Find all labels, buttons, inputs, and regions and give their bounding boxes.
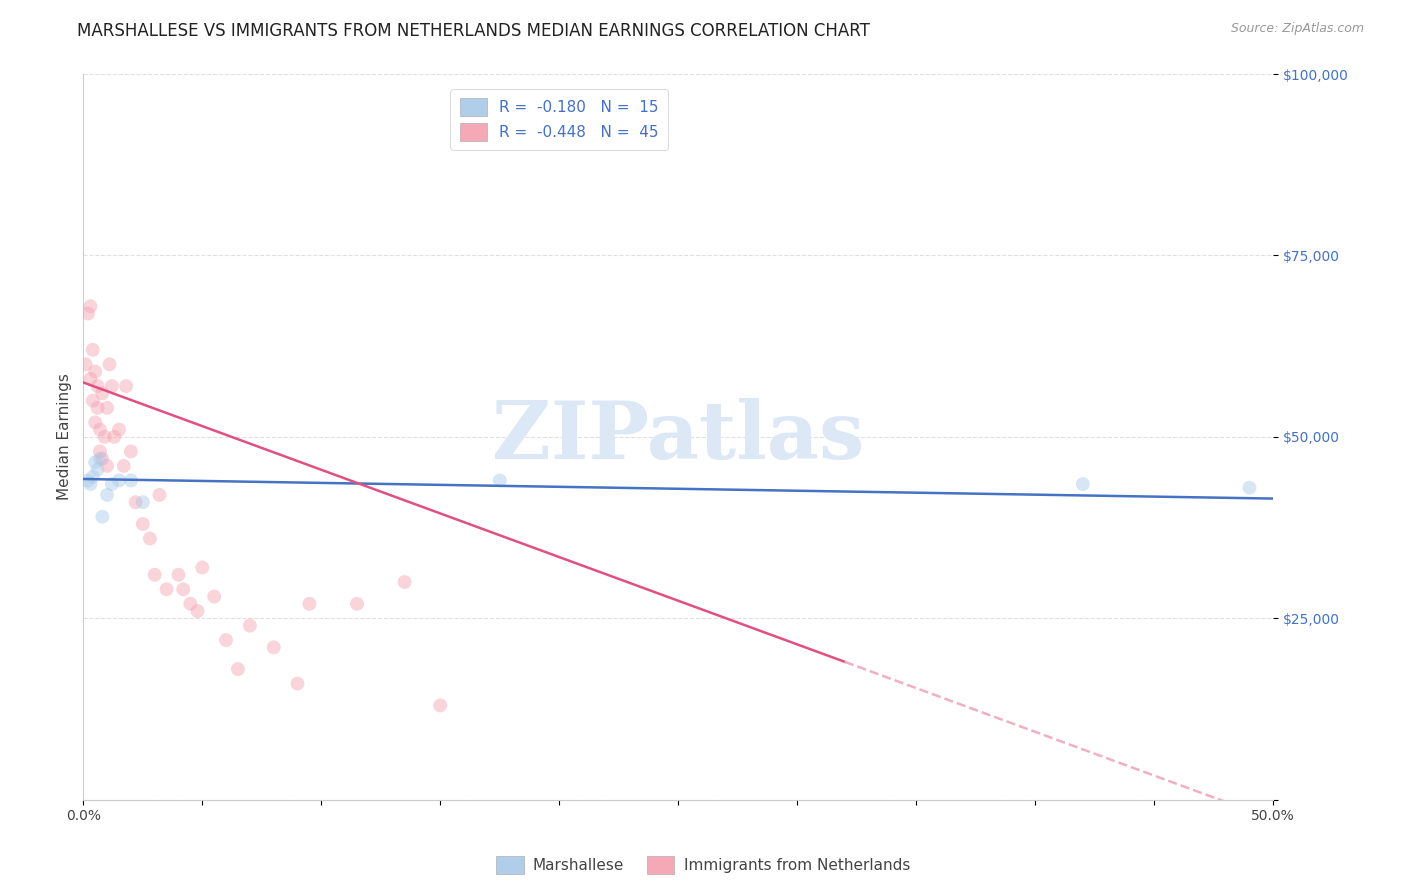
Point [79, 477, 101, 491]
Point [77, 306, 100, 320]
Point [172, 582, 194, 597]
Text: ZIPatlas: ZIPatlas [492, 398, 865, 476]
Point [108, 423, 131, 437]
Point [120, 444, 142, 458]
Point [263, 640, 285, 655]
Point [112, 458, 135, 473]
Point [84, 365, 107, 379]
Point [82, 343, 104, 357]
Point [79, 372, 101, 386]
Point [82, 470, 104, 484]
Point [167, 567, 190, 582]
Point [429, 698, 451, 713]
Point [120, 474, 142, 488]
Text: Source: ZipAtlas.com: Source: ZipAtlas.com [1230, 22, 1364, 36]
Point [298, 597, 321, 611]
Point [239, 618, 262, 632]
Legend: Marshallese, Immigrants from Netherlands: Marshallese, Immigrants from Netherlands [489, 850, 917, 880]
Point [75, 357, 97, 371]
Point [124, 495, 146, 509]
Point [103, 430, 125, 444]
Point [202, 590, 225, 604]
Point [394, 575, 416, 590]
Point [143, 567, 166, 582]
Point [115, 379, 138, 393]
Point [84, 416, 107, 430]
Point [93, 430, 115, 444]
Point [86, 401, 108, 415]
Point [101, 477, 124, 491]
Point [1239, 481, 1261, 495]
Point [98, 357, 121, 371]
Point [86, 462, 108, 476]
Point [139, 532, 162, 546]
Text: MARSHALLESE VS IMMIGRANTS FROM NETHERLANDS MEDIAN EARNINGS CORRELATION CHART: MARSHALLESE VS IMMIGRANTS FROM NETHERLAN… [77, 22, 870, 40]
Point [91, 386, 114, 401]
Point [96, 488, 118, 502]
Point [179, 597, 201, 611]
Point [148, 488, 170, 502]
Point [226, 662, 249, 676]
Point [96, 458, 118, 473]
Point [91, 509, 114, 524]
Point [86, 379, 108, 393]
Point [215, 633, 238, 648]
Point [101, 379, 124, 393]
Point [79, 299, 101, 313]
Point [132, 516, 155, 531]
Point [155, 582, 177, 597]
Point [89, 423, 111, 437]
Point [186, 604, 208, 618]
Point [84, 455, 107, 469]
Point [191, 560, 214, 574]
Point [1071, 477, 1094, 491]
Point [108, 474, 131, 488]
Point [96, 401, 118, 415]
Point [89, 451, 111, 466]
Point [132, 495, 155, 509]
Point [77, 474, 100, 488]
Point [89, 444, 111, 458]
Legend: R =  -0.180   N =  15, R =  -0.448   N =  45: R = -0.180 N = 15, R = -0.448 N = 45 [450, 89, 668, 150]
Point [91, 451, 114, 466]
Point [488, 474, 510, 488]
Point [346, 597, 368, 611]
Point [287, 676, 309, 690]
Y-axis label: Median Earnings: Median Earnings [58, 374, 72, 500]
Point [82, 393, 104, 408]
